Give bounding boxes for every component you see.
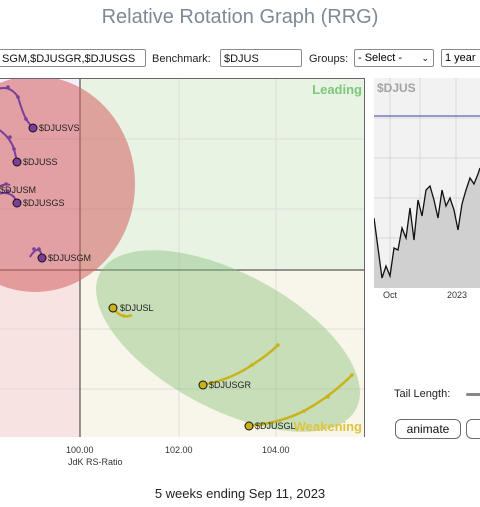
animate-button[interactable]: animate <box>395 419 461 439</box>
label-djusgs: $DJUSGS <box>23 198 65 208</box>
x-tick-104: 104.00 <box>262 445 290 455</box>
symbol-labels: $DJUSVS $DJUSS $DJUSM $DJUSGS $DJUSGM $D… <box>0 123 296 431</box>
x-tick-102: 102.00 <box>165 445 193 455</box>
label-djusgr: $DJUSGR <box>209 380 252 390</box>
period-select[interactable]: 1 year <box>441 49 480 67</box>
rrg-plot: Leading Weakening <box>0 78 365 437</box>
groups-select-value: - Select - <box>358 52 403 64</box>
benchmark-price-chart: $DJUS <box>374 78 480 288</box>
benchmark-input[interactable]: $DJUS <box>220 49 302 67</box>
rrg-svg: Leading Weakening <box>0 79 364 437</box>
benchmark-label: Benchmark: <box>152 53 211 65</box>
groups-select[interactable]: - Select - ⌄ <box>354 49 434 67</box>
point-djusgl[interactable] <box>244 421 254 431</box>
quadrant-lagging <box>0 270 80 437</box>
tail-length-label: Tail Length: <box>394 388 451 400</box>
label-djusgm: $DJUSGM <box>48 253 91 263</box>
price-line <box>374 167 480 279</box>
quadrant-label-leading: Leading <box>312 82 362 97</box>
period-select-value: 1 year <box>445 52 476 64</box>
quadrant-weakening <box>80 270 364 437</box>
point-djusgs[interactable] <box>12 198 22 208</box>
price-chart-symbol: $DJUS <box>377 81 416 95</box>
point-djusvs[interactable] <box>28 123 38 133</box>
label-djusl: $DJUSL <box>120 303 154 313</box>
label-djuss: $DJUSS <box>23 157 58 167</box>
purple-tail-dots <box>4 85 41 251</box>
tail-djusvs <box>0 87 34 129</box>
groups-label: Groups: <box>309 53 349 65</box>
point-djuss[interactable] <box>12 157 22 167</box>
weakening-cluster-ellipse <box>96 250 360 432</box>
chevron-down-icon: ⌄ <box>421 53 429 63</box>
point-djusgr[interactable] <box>198 380 208 390</box>
tail-length-slider[interactable] <box>466 393 480 396</box>
page-title: Relative Rotation Graph (RRG) <box>101 6 379 28</box>
secondary-button[interactable] <box>466 419 480 439</box>
purple-heads <box>12 123 47 263</box>
price-chart-svg: $DJUS <box>374 78 480 288</box>
label-djusvs: $DJUSVS <box>39 123 80 133</box>
price-area <box>374 168 480 288</box>
controls-bar: SGM,$DJUSGR,$DJUSGS Benchmark: $DJUS Gro… <box>0 49 480 71</box>
price-x-label-2023: 2023 <box>447 290 468 300</box>
label-djusm: $DJUSM <box>0 185 36 195</box>
x-axis-label: JdK RS-Ratio <box>68 457 123 467</box>
label-djusgl: $DJUSGL <box>255 421 296 431</box>
point-djusl[interactable] <box>108 303 118 313</box>
yellow-tail-dots <box>122 314 354 413</box>
footer-date-range: 5 weeks ending Sep 11, 2023 <box>154 486 326 501</box>
symbols-input[interactable]: SGM,$DJUSGR,$DJUSGS <box>0 49 146 67</box>
yellow-heads <box>108 303 254 431</box>
quadrant-label-weakening: Weakening <box>294 419 362 434</box>
point-djusgm[interactable] <box>37 253 47 263</box>
x-tick-100: 100.00 <box>66 445 94 455</box>
price-x-label-oct: Oct <box>383 290 398 300</box>
